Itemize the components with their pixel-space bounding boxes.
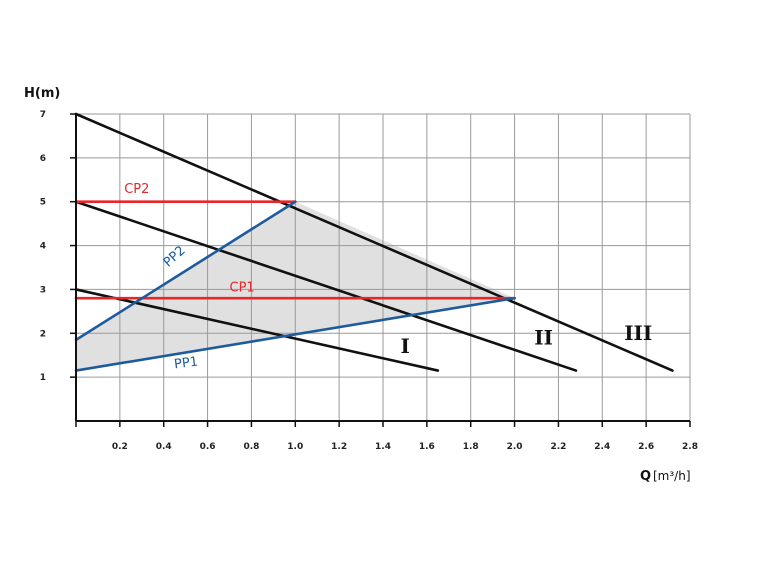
series-line-iii <box>74 112 674 372</box>
x-tick-label: 2.8 <box>682 442 698 452</box>
x-tick-label: 0.2 <box>112 442 128 452</box>
x-tick-label: 1.0 <box>287 442 303 452</box>
x-tick-label: 2.0 <box>507 442 523 452</box>
series-label-pp1: PP1 <box>173 355 199 373</box>
x-tick-label: 1.4 <box>375 442 391 452</box>
x-axis-title: Q <box>640 469 651 484</box>
series-label-iii: III <box>624 321 652 345</box>
series-label-pp2: PP2 <box>161 243 189 270</box>
series-label-ii: II <box>534 325 553 349</box>
y-tick-label: 6 <box>40 154 46 164</box>
axes <box>70 113 691 427</box>
x-tick-label: 1.2 <box>331 442 347 452</box>
y-tick-label: 5 <box>40 198 46 208</box>
x-tick-label: 1.6 <box>419 442 435 452</box>
x-axis-unit: [m³/h] <box>653 469 691 483</box>
series-line-ii <box>74 200 578 372</box>
y-tick-label: 7 <box>40 110 46 120</box>
series-line-pp1 <box>74 296 516 372</box>
series-lines <box>74 112 674 372</box>
y-tick-label: 3 <box>40 285 46 295</box>
y-axis-title: H(m) <box>24 86 60 101</box>
x-tick-label: 0.6 <box>200 442 216 452</box>
x-tick-label: 0.8 <box>243 442 259 452</box>
x-tick-label: 2.4 <box>594 442 610 452</box>
x-tick-label: 0.4 <box>156 442 172 452</box>
series-label-cp1: CP1 <box>230 281 255 296</box>
tick-labels: 0.2 0.4 0.6 0.8 1.0 1.2 1.4 1.6 1.8 2.0 2.2 2.4 2.6 2… <box>40 110 698 452</box>
y-tick-label: 1 <box>40 373 46 383</box>
series-label-cp2: CP2 <box>124 182 149 197</box>
y-tick-label: 2 <box>40 329 46 339</box>
x-tick-label: 2.2 <box>550 442 566 452</box>
x-tick-label: 1.8 <box>463 442 479 452</box>
y-tick-label: 4 <box>40 242 46 252</box>
series-label-i: I <box>401 334 410 358</box>
x-tick-label: 2.6 <box>638 442 654 452</box>
series-line-pp2 <box>74 200 297 342</box>
